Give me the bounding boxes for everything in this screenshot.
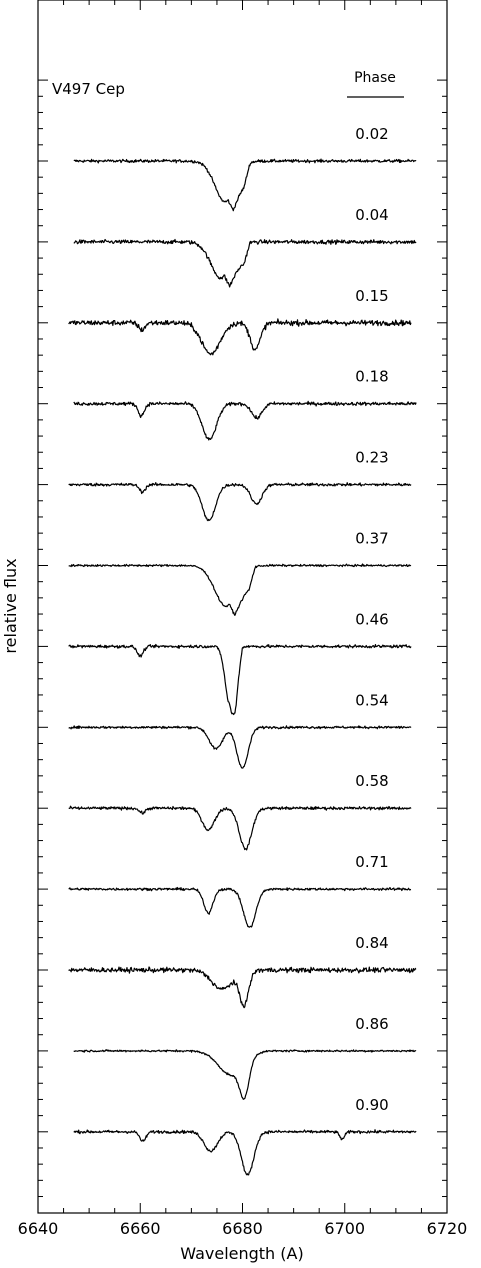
phase-labels: 0.02 0.04 0.15 0.18 0.23 0.37 0.46 0.54 0.58 0.71… [355, 125, 388, 1114]
spectrum-line [68, 805, 412, 851]
axis-ticks [37, 0, 448, 1213]
phase-label: 0.46 [355, 610, 388, 628]
spectrum-line [68, 563, 412, 616]
x-tick-label: 6680 [222, 1219, 263, 1238]
spectrum-line [68, 886, 412, 928]
x-tick-label: 6720 [427, 1219, 468, 1238]
legend-header: Phase [354, 70, 396, 86]
phase-label: 0.02 [355, 125, 388, 143]
phase-label: 0.54 [355, 691, 388, 709]
x-tick-label: 6640 [18, 1219, 59, 1238]
spectra-group [68, 158, 417, 1176]
y-axis-label: relative flux [1, 558, 20, 653]
spectrum-line [68, 482, 412, 522]
x-tick-labels: 6640 6660 6680 6700 6720 [18, 1219, 468, 1238]
spectrum-line [68, 966, 417, 1009]
phase-label: 0.84 [355, 934, 388, 952]
x-tick-label: 6700 [324, 1219, 365, 1238]
phase-label: 0.37 [355, 530, 388, 548]
phase-label: 0.15 [355, 287, 388, 305]
phase-label: 0.71 [355, 853, 388, 871]
spectrum-line [73, 400, 417, 441]
spectrum-line [68, 643, 412, 716]
x-axis-label: Wavelength (A) [180, 1244, 303, 1263]
chart-title: V497 Cep [52, 80, 125, 98]
phase-label: 0.23 [355, 449, 388, 467]
x-tick-label: 6660 [120, 1219, 161, 1238]
phase-label: 0.04 [355, 206, 388, 224]
phase-label: 0.90 [355, 1096, 388, 1114]
spectrum-line [68, 725, 412, 769]
spectrum-line [73, 238, 417, 288]
spectrum-line [73, 1129, 417, 1176]
phase-label: 0.18 [355, 368, 388, 386]
spectrum-line [73, 158, 417, 212]
spectrum-line [73, 1049, 417, 1100]
phase-label: 0.58 [355, 772, 388, 790]
spectrum-line [68, 318, 412, 356]
phase-label: 0.86 [355, 1015, 388, 1033]
